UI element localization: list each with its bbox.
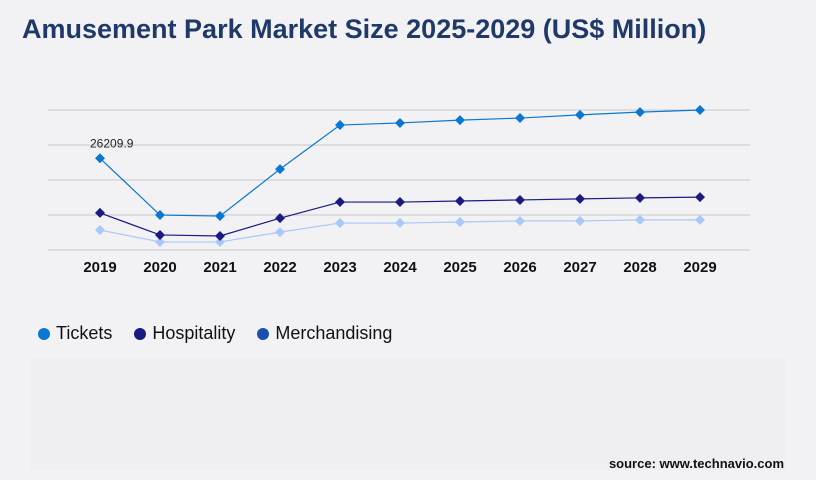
data-point-merchandising (395, 218, 405, 229)
legend-label: Tickets (56, 323, 113, 343)
data-point-merchandising (695, 214, 705, 225)
x-tick-label: 2027 (563, 259, 596, 276)
data-point-merchandising (155, 236, 165, 247)
data-point-merchandising (335, 218, 345, 229)
legend-item-hospitality: Hospitality (134, 323, 235, 344)
background-panel (30, 358, 786, 470)
data-point-tickets (155, 210, 165, 220)
legend-item-merchandising: Merchandising (257, 323, 392, 344)
legend-marker-icon (38, 327, 50, 340)
legend-label: Hospitality (152, 323, 236, 343)
data-point-tickets (395, 117, 405, 128)
data-point-merchandising (455, 217, 465, 227)
data-point-hospitality (575, 193, 585, 204)
data-point-hospitality (335, 197, 345, 208)
legend-item-tickets: Tickets (38, 323, 112, 344)
data-point-hospitality (695, 192, 705, 203)
data-point-merchandising (215, 236, 225, 247)
data-point-hospitality (455, 196, 465, 206)
data-point-tickets (575, 109, 585, 120)
data-point-tickets (635, 107, 645, 118)
x-tick-label: 2019 (83, 259, 116, 276)
data-point-hospitality (635, 192, 645, 203)
data-label: 26209.9 (90, 136, 134, 150)
legend-marker-icon (134, 327, 147, 340)
data-point-merchandising (635, 214, 645, 225)
legend-marker-icon (257, 327, 270, 340)
x-tick-label: 2024 (383, 259, 417, 276)
data-point-merchandising (515, 215, 525, 226)
legend-label: Merchandising (275, 323, 393, 343)
x-tick-label: 2023 (323, 259, 356, 276)
data-point-tickets (215, 211, 225, 222)
data-point-hospitality (215, 231, 225, 241)
chart-title: Amusement Park Market Size 2025-2029 (US… (22, 14, 707, 44)
data-point-tickets (335, 120, 345, 131)
data-point-merchandising (575, 215, 585, 226)
x-tick-label: 2020 (143, 259, 176, 276)
data-point-hospitality (515, 194, 525, 205)
data-point-merchandising (275, 227, 285, 238)
data-point-hospitality (275, 213, 285, 224)
data-point-hospitality (155, 229, 165, 240)
x-tick-label: 2028 (623, 259, 656, 276)
data-point-tickets (275, 164, 285, 175)
data-point-tickets (95, 153, 105, 164)
data-point-tickets (695, 105, 705, 115)
data-point-tickets (515, 113, 525, 124)
x-tick-label: 2029 (683, 259, 716, 276)
x-tick-label: 2021 (203, 259, 236, 276)
data-point-tickets (455, 115, 465, 126)
data-point-hospitality (95, 207, 105, 218)
data-point-hospitality (395, 197, 405, 208)
x-tick-label: 2022 (263, 259, 296, 276)
x-tick-label: 2025 (443, 259, 476, 276)
source-label: source: www.technavio.com (608, 456, 784, 471)
legend: Tickets Hospitality Merchandising (38, 323, 392, 344)
data-point-merchandising (95, 225, 105, 236)
x-tick-label: 2026 (503, 259, 536, 276)
